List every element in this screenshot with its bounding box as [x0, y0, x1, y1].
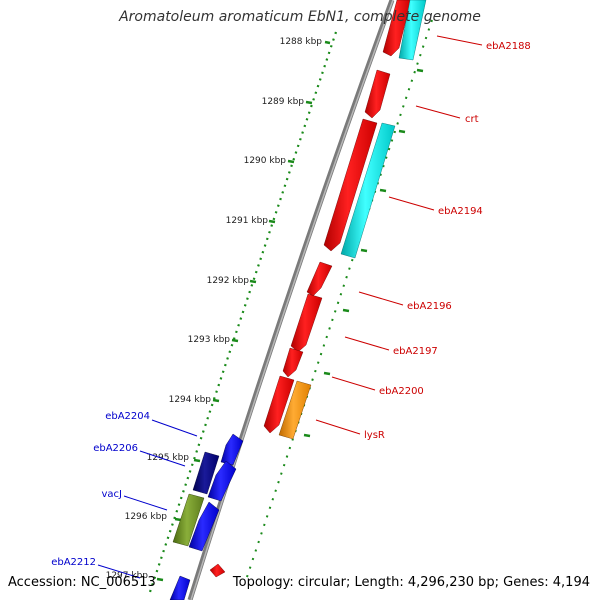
gene-arrow[interactable] [340, 122, 396, 259]
gene-arrow[interactable] [207, 460, 237, 502]
gene-arrow[interactable] [282, 347, 304, 378]
gene-arrow[interactable] [172, 493, 205, 547]
gene-arrow[interactable] [364, 69, 391, 119]
gene-label[interactable]: ebA2188 [486, 41, 531, 52]
gene-label[interactable]: crt [465, 114, 479, 125]
gene-arrow[interactable] [290, 293, 323, 353]
gene-arrow[interactable] [323, 118, 378, 252]
scale-label: 1289 kbp [262, 97, 305, 107]
scale-label: 1297 kbp [106, 571, 149, 581]
scale-labels: 1288 kbp 1289 kbp 1290 kbp 1291 kbp 1292… [106, 37, 323, 581]
gene-label[interactable]: ebA2196 [407, 301, 452, 312]
gene-label[interactable]: ebA2204 [105, 411, 150, 422]
gene-label[interactable]: ebA2200 [379, 386, 424, 397]
forward-callouts [315, 35, 483, 435]
gene-label[interactable]: vacJ [102, 489, 123, 500]
gene-arrow[interactable] [382, 0, 412, 57]
gene-arrow[interactable] [188, 501, 220, 552]
gene-label[interactable]: ebA2206 [93, 443, 138, 454]
gene-label[interactable]: ebA2212 [51, 557, 96, 568]
scale-label: 1288 kbp [280, 37, 323, 47]
gene-arrow[interactable] [263, 375, 295, 434]
scale-label: 1290 kbp [244, 156, 287, 166]
map-title: Aromatoleum aromaticum EbN1, complete ge… [119, 9, 481, 25]
forward-genes [209, 0, 427, 578]
reverse-gene-labels: ebA2204 ebA2206 vacJ ebA2212 [51, 411, 150, 568]
scale-track [148, 31, 338, 593]
topology-text: Topology: circular; Length: 4,296,230 bp… [232, 575, 590, 590]
gene-label[interactable]: lysR [364, 430, 385, 441]
genome-backbone [187, 0, 395, 601]
forward-gene-labels: ebA2188 crt ebA2194 ebA2196 ebA2197 ebA2… [364, 41, 531, 441]
scale-label: 1291 kbp [226, 216, 269, 226]
scale-label: 1295 kbp [147, 453, 190, 463]
gene-label[interactable]: ebA2197 [393, 346, 438, 357]
scale-label: 1293 kbp [188, 335, 231, 345]
reverse-genes [169, 433, 244, 601]
scale-major-ticks [156, 40, 331, 582]
outer-track-ticks [303, 68, 424, 438]
scale-label: 1294 kbp [169, 395, 212, 405]
reverse-callouts [97, 419, 198, 579]
gene-label[interactable]: ebA2194 [438, 206, 483, 217]
gene-arrow[interactable] [169, 575, 191, 601]
gene-arrow[interactable] [306, 261, 333, 297]
gene-arrow[interactable] [278, 380, 312, 440]
scale-label: 1292 kbp [207, 276, 250, 286]
accession-text: Accession: NC_006513 [8, 575, 156, 590]
gene-arrow[interactable] [398, 0, 427, 61]
scale-label: 1296 kbp [125, 512, 168, 522]
gene-arrow[interactable] [192, 451, 220, 495]
gene-arrow[interactable] [209, 563, 226, 578]
